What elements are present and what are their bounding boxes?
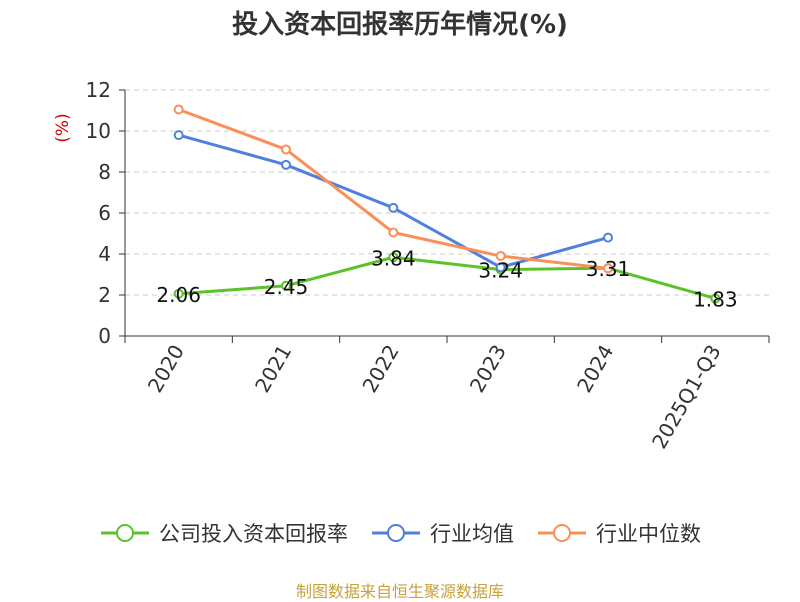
y-tick-label: 0: [98, 324, 111, 348]
legend-circle: [116, 524, 134, 542]
legend-item[interactable]: 行业均值: [370, 518, 514, 548]
axes: 0 2 4 6 8 10 12 2020 2021 2022 2023 2024 2025Q1-Q3: [86, 78, 770, 453]
x-tick-label: 2023: [465, 340, 511, 396]
data-point: [173, 104, 184, 115]
series-line-2: [178, 108, 609, 270]
y-tick-label: 10: [86, 119, 111, 143]
data-point: [388, 252, 399, 263]
legend-circle: [553, 524, 571, 542]
x-tick-label: 2021: [250, 341, 296, 397]
y-tick-label: 6: [98, 201, 111, 225]
data-point: [495, 262, 506, 273]
y-tick-label: 2: [98, 283, 111, 307]
series-line-0: [178, 255, 716, 300]
y-axis-label: (%): [53, 113, 73, 142]
data-point: [281, 280, 291, 291]
legend-item[interactable]: 行业中位数: [536, 518, 701, 548]
legend-label: 公司投入资本回报率: [159, 522, 348, 546]
x-tick-label: 2022: [357, 341, 403, 397]
data-point: [281, 144, 291, 155]
legend-circle: [387, 524, 405, 542]
data-label: 1.83: [693, 287, 738, 311]
legend-marker-icon: [372, 524, 420, 542]
data-point: [173, 130, 184, 141]
data-label: 3.84: [371, 246, 416, 270]
x-tick-label: 2024: [572, 341, 618, 397]
data-point: [388, 227, 399, 238]
chart-title: 投入资本回报率历年情况(%): [232, 10, 568, 40]
y-tick-label: 12: [86, 78, 111, 102]
series: [173, 104, 721, 304]
y-tick-label: 8: [98, 160, 111, 184]
data-point: [603, 263, 613, 274]
legend-marker-icon: [538, 524, 586, 542]
data-label: 2.06: [156, 283, 201, 307]
data-point: [173, 288, 184, 299]
data-label: 3.31: [586, 257, 631, 281]
legend-label: 行业中位数: [596, 522, 701, 546]
legend-item[interactable]: 公司投入资本回报率: [99, 518, 348, 548]
y-tick-label: 4: [98, 242, 111, 266]
data-point: [603, 232, 613, 243]
legend: 公司投入资本回报率 行业均值 行业中位数: [0, 518, 800, 548]
source-note: 制图数据来自恒生聚源数据库: [295, 582, 504, 601]
data-point: [281, 159, 291, 170]
legend-marker-icon: [101, 524, 149, 542]
data-labels: 2.06 2.45 3.84 3.24 3.31 1.83: [156, 246, 737, 311]
x-tick-label: 2020: [143, 341, 189, 397]
x-tick-label: 2025Q1-Q3: [647, 341, 726, 453]
data-label: 3.24: [478, 259, 523, 283]
legend-label: 行业均值: [430, 522, 514, 546]
data-point: [495, 251, 506, 262]
data-point: [710, 293, 721, 304]
data-point: [388, 202, 399, 213]
data-label: 2.45: [264, 275, 309, 299]
